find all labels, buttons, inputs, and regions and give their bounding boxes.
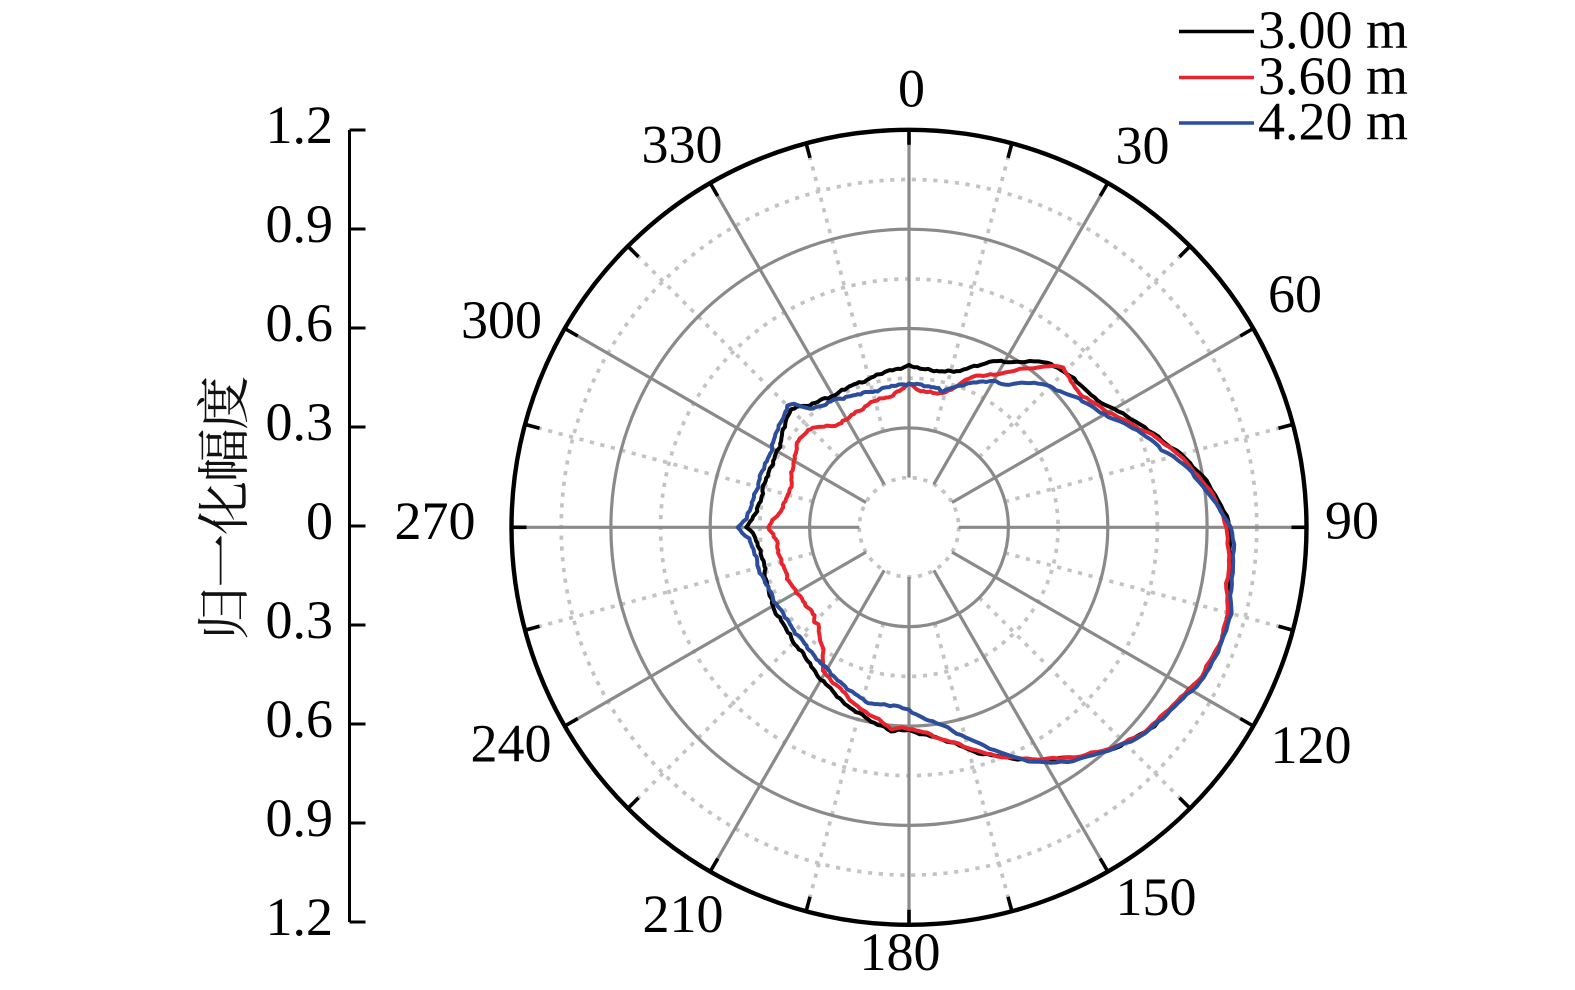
svg-text:120: 120 [1271,715,1352,775]
svg-text:0.6: 0.6 [266,293,334,353]
svg-text:0: 0 [898,59,925,119]
svg-text:150: 150 [1116,867,1197,927]
svg-text:0: 0 [306,491,333,551]
svg-text:0.6: 0.6 [266,689,334,749]
svg-text:30: 30 [1116,116,1170,176]
svg-text:1.2: 1.2 [266,887,334,947]
svg-text:240: 240 [471,714,552,774]
svg-text:0.9: 0.9 [266,194,334,254]
svg-text:210: 210 [643,884,724,944]
svg-text:0.9: 0.9 [266,788,334,848]
svg-text:3.00 m: 3.00 m [1258,0,1408,60]
svg-text:270: 270 [395,491,476,551]
svg-text:0.3: 0.3 [266,590,334,650]
svg-text:60: 60 [1268,264,1322,324]
svg-text:0.3: 0.3 [266,392,334,452]
svg-text:330: 330 [642,115,723,175]
svg-text:300: 300 [461,290,542,350]
svg-text:180: 180 [860,922,941,982]
svg-text:1.2: 1.2 [266,95,334,155]
svg-text:4.20 m: 4.20 m [1258,92,1408,152]
svg-text:90: 90 [1325,491,1379,551]
svg-text:3.60 m: 3.60 m [1258,46,1408,106]
